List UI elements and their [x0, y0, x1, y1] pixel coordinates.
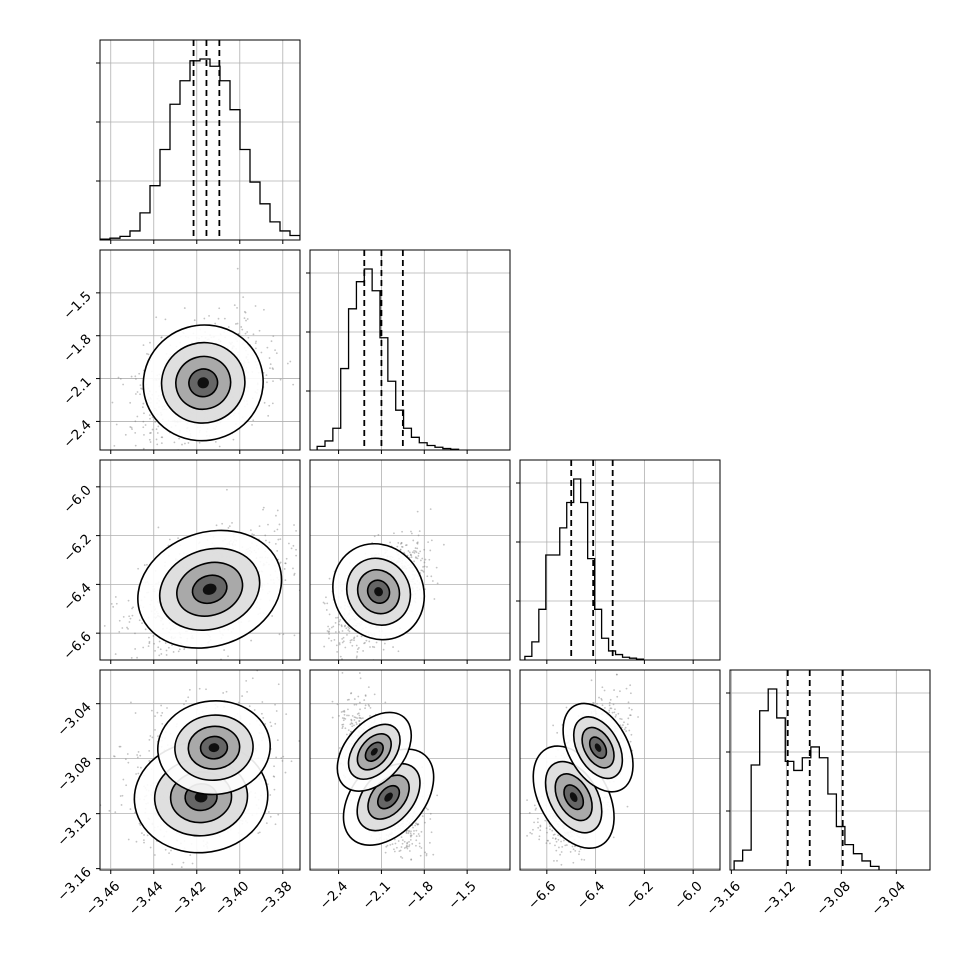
histogram-step-0 [100, 59, 330, 240]
y-tick-label: −3.12 [54, 809, 95, 850]
x-tick-label: −3.40 [212, 878, 253, 919]
histogram-frame-2 [520, 460, 720, 660]
y-tick-label: −3.04 [54, 699, 95, 740]
x-tick-label: −3.08 [813, 878, 854, 919]
x-tick-label: −6.4 [574, 878, 608, 912]
y-tick-label: −1.5 [60, 288, 94, 322]
y-tick-label: −6.4 [60, 580, 94, 614]
x-tick-label: −6.6 [525, 878, 559, 912]
histogram-panel-1 [306, 250, 510, 450]
scatter-panel-3-1 [310, 657, 510, 872]
y-tick-label: −6.6 [60, 629, 94, 663]
x-tick-label: −3.44 [126, 878, 167, 919]
x-tick-label: −3.04 [868, 878, 909, 919]
y-tick-label: −2.4 [60, 417, 94, 451]
histogram-frame-1 [310, 250, 510, 450]
scatter-panel-2-0 [100, 460, 344, 679]
x-tick-label: −2.1 [360, 878, 394, 912]
histogram-step-3 [734, 689, 879, 870]
y-tick-label: −1.8 [60, 331, 94, 365]
scatter-panel-2-1 [310, 460, 510, 673]
y-tick-label: −3.16 [54, 864, 95, 905]
histogram-panel-0 [96, 40, 330, 240]
y-tick-label: −3.08 [54, 754, 95, 795]
y-tick-label: −6.0 [60, 482, 94, 516]
x-tick-label: −3.16 [703, 878, 744, 919]
x-tick-label: −1.5 [445, 878, 479, 912]
scatter-panel-1-0 [90, 250, 300, 508]
x-tick-label: −6.0 [671, 878, 705, 912]
scatter-panel-3-0 [99, 669, 300, 885]
x-tick-label: −1.8 [402, 878, 436, 912]
histogram-panel-2 [516, 460, 720, 660]
y-tick-label: −2.1 [60, 374, 94, 408]
x-tick-label: −3.12 [758, 878, 799, 919]
histogram-step-2 [525, 479, 644, 660]
y-tick-label: −6.2 [60, 531, 94, 565]
x-tick-label: −6.2 [623, 878, 657, 912]
scatter-panel-3-2 [517, 654, 720, 875]
x-tick-label: −3.46 [83, 878, 124, 919]
x-tick-label: −3.42 [169, 878, 210, 919]
x-tick-label: −3.38 [255, 878, 296, 919]
histogram-frame-3 [730, 670, 930, 870]
x-tick-label: −2.4 [317, 878, 351, 912]
histogram-panel-3 [726, 670, 930, 870]
